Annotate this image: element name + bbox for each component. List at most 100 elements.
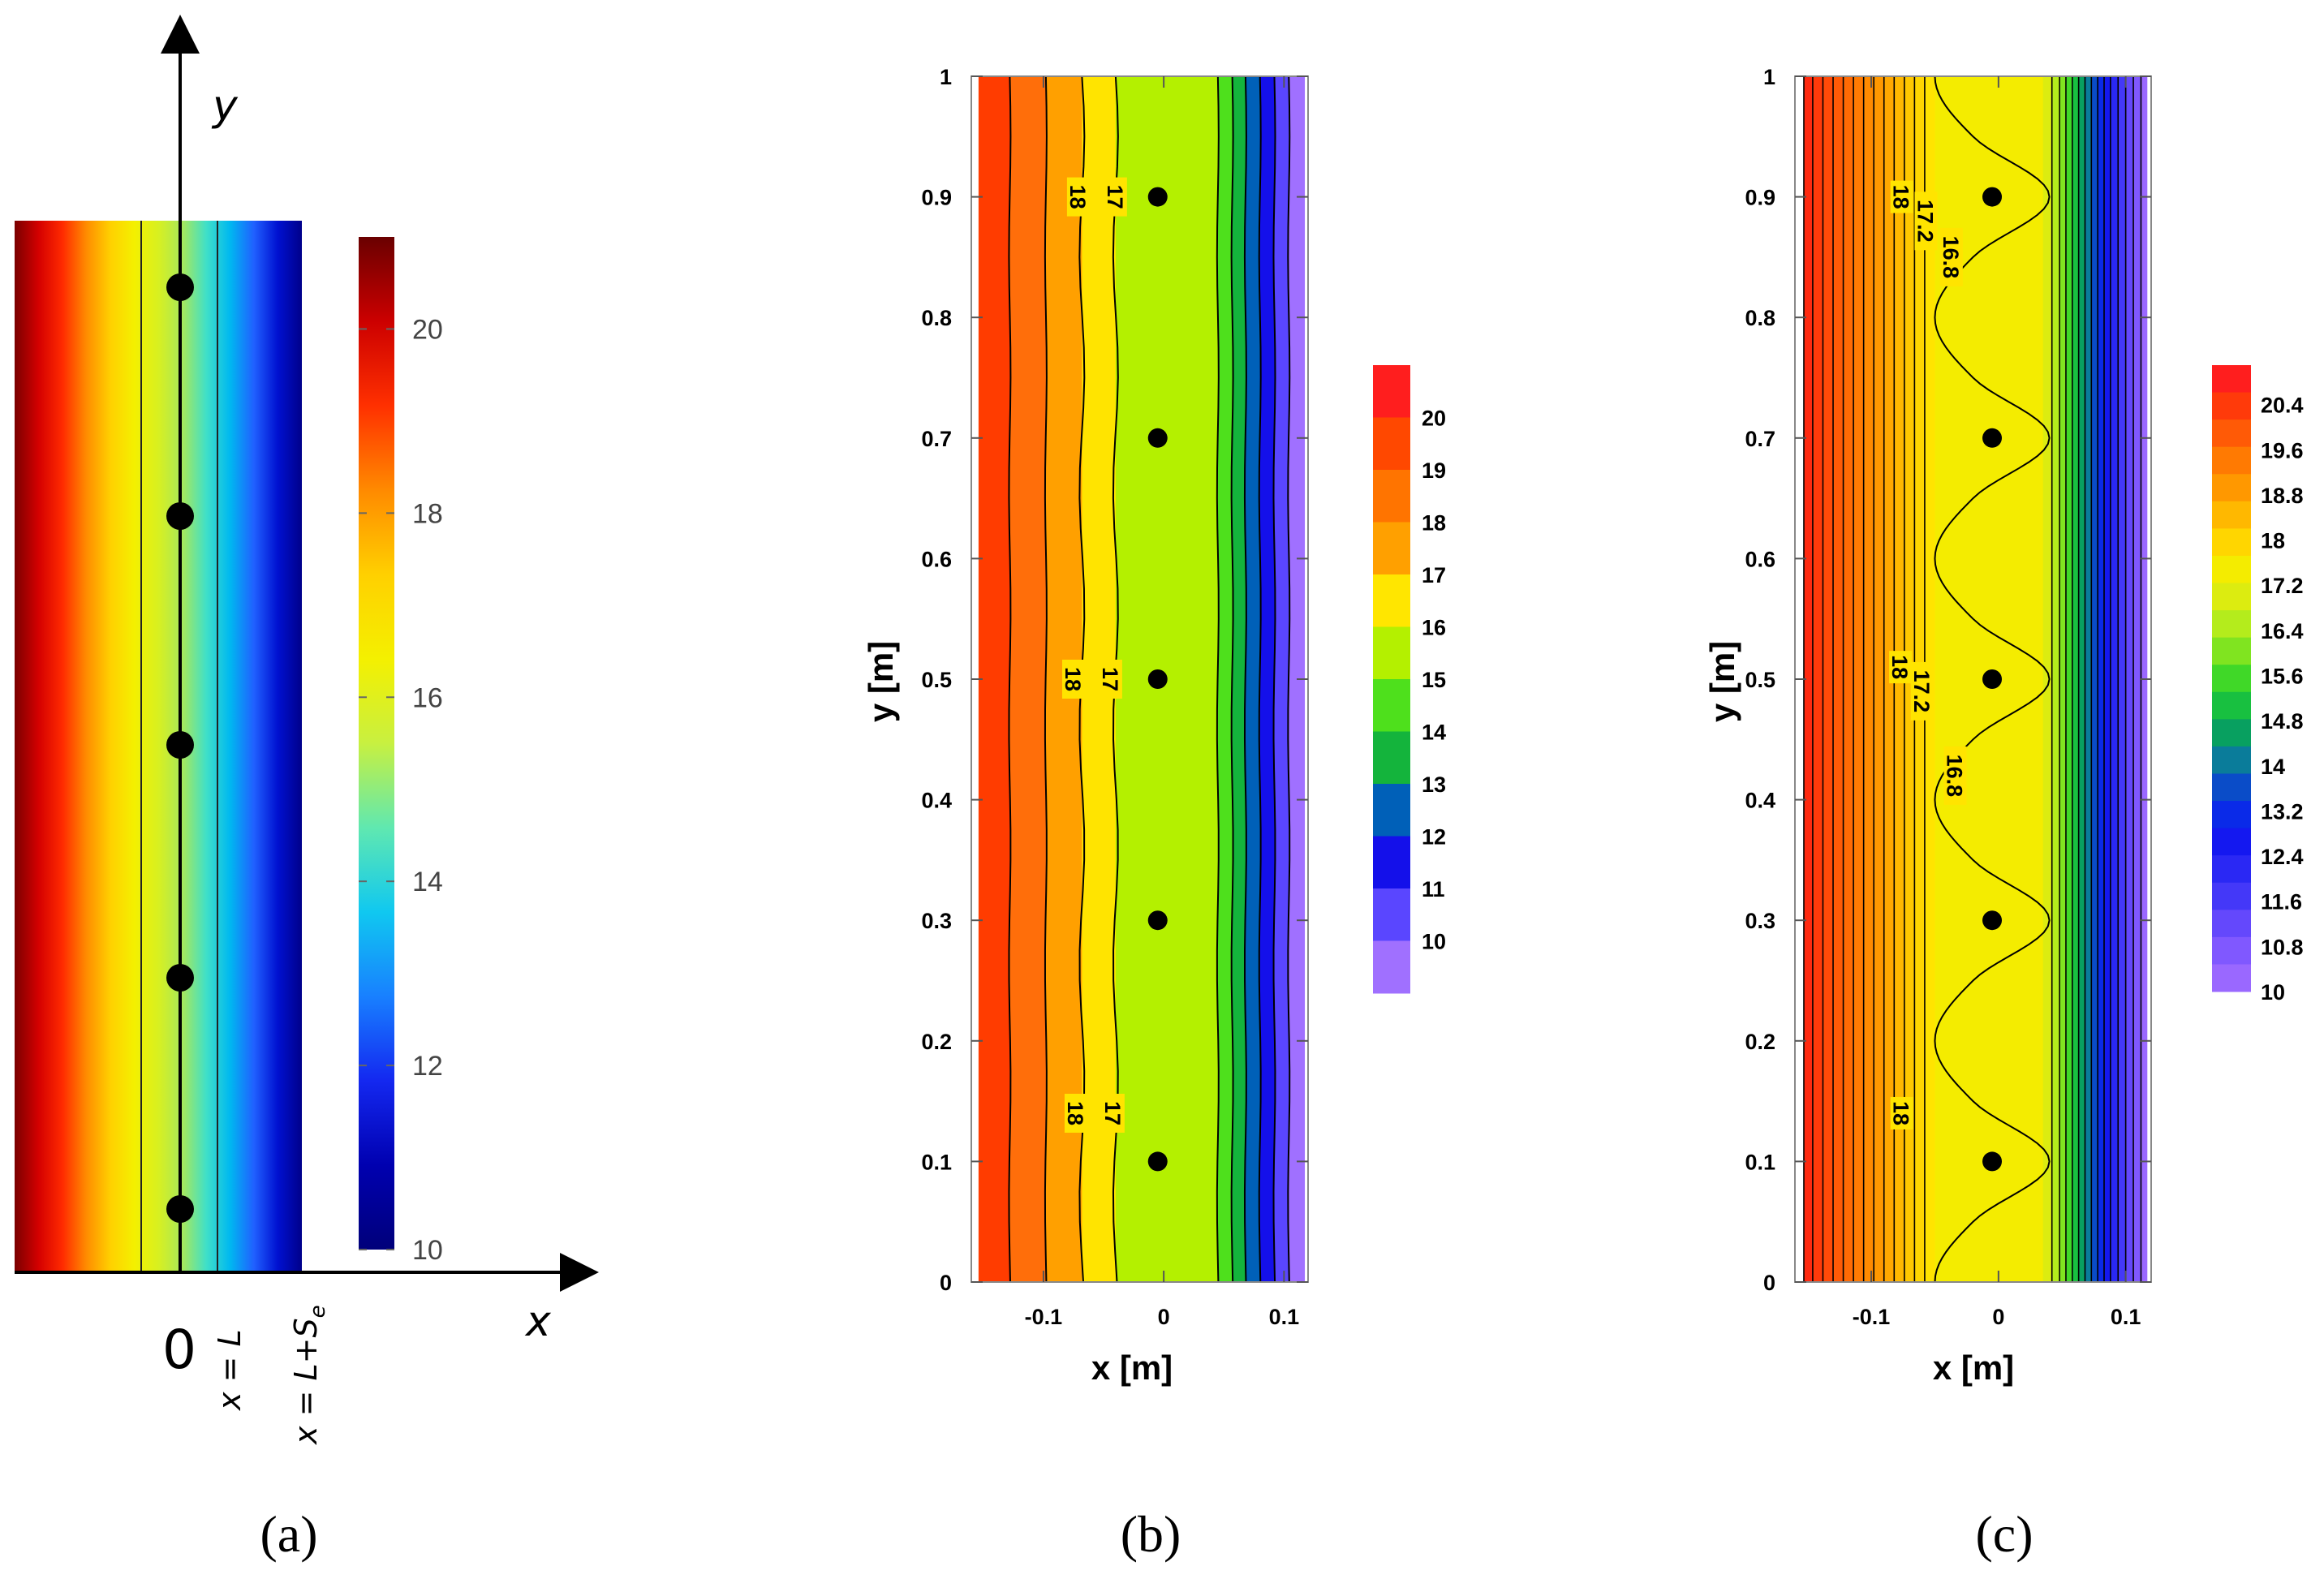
panel-a-colorbar-tick-label: 18	[412, 498, 443, 529]
panel-c-colorbar-swatch	[2212, 610, 2251, 639]
panel-c-colorbar-swatch	[2212, 474, 2251, 502]
panel-b-band-8	[1232, 76, 1246, 1282]
panel-b-x-tick-label: 0	[1158, 1305, 1170, 1329]
panel-a-point-3	[166, 731, 194, 759]
panel-c-band-19	[2065, 76, 2073, 1282]
panel-a-point-5	[166, 273, 194, 301]
panel-a-colorbar-tick-label: 16	[412, 682, 443, 713]
panel-b-contour-line-10	[1287, 75, 1291, 1283]
panel-c-colorbar-label: 18	[2261, 529, 2285, 553]
panel-c-contour-label: 17.2	[1913, 200, 1937, 243]
panel-c-colorbar-swatch	[2212, 528, 2251, 557]
panel-c-colorbar-swatch	[2212, 555, 2251, 584]
panel-b-y-tick-label: 1	[940, 65, 952, 89]
panel-c-colorbar-swatch	[2212, 964, 2251, 992]
panel-c-colorbar-label: 14.8	[2261, 709, 2304, 734]
panel-a-colorbar-ticks: 20 18 16 14 12 10	[359, 314, 443, 1266]
panel-b-colorbar-label: 16	[1422, 616, 1446, 640]
panel-c-y-tick-label: 1	[1763, 65, 1775, 89]
panel-a-caption: (a)	[260, 1505, 317, 1563]
panel-a-colorbar-tick-label: 14	[412, 867, 443, 897]
panel-a-colorbar	[359, 237, 394, 1250]
panel-b-contour-label-bg	[1101, 1093, 1125, 1133]
panel-c-band-8	[1863, 76, 1874, 1282]
panel-c-x-tick-label: -0.1	[1853, 1305, 1891, 1329]
panel-b-colorbar-label: 18	[1422, 511, 1446, 536]
panel-a-colorbar-tick-label: 20	[412, 314, 443, 345]
panel-b-colorbar-swatch-14	[1373, 731, 1410, 785]
panel-c-colorbar-swatch	[2212, 446, 2251, 475]
panel-a-origin-label: 0	[162, 1319, 196, 1381]
panel-b-colorbar-swatch-16	[1373, 626, 1410, 680]
panel-c-y-tick-label: 0.6	[1745, 547, 1775, 571]
panel-b-band-9	[1245, 76, 1261, 1282]
panel-c-colorbar-label: 10.8	[2261, 935, 2304, 959]
panel-b-y-tick-label: 0.8	[921, 306, 952, 330]
panel-b-contour-line-8	[1258, 75, 1262, 1283]
panel-c-contour-label: 16.8	[1943, 755, 1967, 798]
panel-c-contour-label: 17.2	[1909, 670, 1934, 713]
panel-b-colorbar-swatch-20	[1373, 417, 1410, 471]
panel-c-band-26	[2110, 76, 2119, 1282]
panel-c-band-25	[2103, 76, 2111, 1282]
panel-a-field	[15, 221, 302, 1272]
panel-c-y-tick-label: 0.3	[1745, 909, 1775, 933]
panel-c-colorbar-label: 15.6	[2261, 665, 2304, 689]
panel-c-colorbar-label: 17.2	[2261, 574, 2304, 598]
panel-c-colorbar-label: 13.2	[2261, 799, 2304, 824]
panel-c-contour-label-bg	[1910, 661, 1934, 721]
panel-c-band-27	[2118, 76, 2127, 1282]
panel-c-contour-label: 18	[1889, 185, 1913, 209]
panel-c-y-tick-label: 0.8	[1745, 306, 1775, 330]
panel-b-point-5	[1147, 187, 1168, 207]
panel-c-point-2	[1982, 910, 2003, 931]
panel-b-y-tick-label: 0.5	[921, 668, 952, 692]
panel-b-contour-line-6	[1230, 75, 1234, 1283]
panel-c-band-9	[1874, 76, 1885, 1282]
panel-c-y-ticks: 0 0.1 0.2 0.3 0.4 0.5 0.6 0.7 0.8 0.9 1	[1745, 65, 2151, 1295]
panel-c-colorbar-swatch	[2212, 583, 2251, 611]
panel-b-contour-label-bg	[1104, 177, 1127, 217]
panel-b-contour-label: 18	[1065, 185, 1090, 209]
panel-a-label-x-eq-L: x = L	[212, 1329, 247, 1411]
panel-a-colorbar-tick-label: 10	[412, 1235, 443, 1266]
panel-c-y-tick-label: 0.2	[1745, 1030, 1775, 1054]
panel-c-colorbar-label: 19.6	[2261, 438, 2304, 463]
panel-c-point-1	[1982, 1151, 2003, 1172]
panel-b-point-4	[1147, 428, 1168, 448]
panel-b-colorbar-label: 12	[1422, 825, 1446, 850]
panel-c-y-tick-label: 0.1	[1745, 1150, 1775, 1174]
panel-b-colorbar-swatch-10	[1373, 940, 1410, 994]
panel-c-band-6	[1843, 76, 1854, 1282]
panel-b-band-10	[1259, 76, 1275, 1282]
panel-b-contour-label: 17	[1100, 1101, 1125, 1125]
panel-c-y-tick-label: 0.9	[1745, 186, 1775, 210]
panel-c-colorbar-label: 20.4	[2261, 394, 2304, 418]
panel-c-colorbar-label: 11.6	[2261, 890, 2302, 914]
panel-c-colorbar-swatch	[2212, 855, 2251, 884]
panel-b-colorbar-swatch-21	[1373, 365, 1410, 418]
panel-c-colorbar-swatch	[2212, 419, 2251, 448]
panel-c-colorbar-swatch	[2212, 365, 2251, 394]
panel-b-colorbar-label: 14	[1422, 721, 1446, 745]
panel-a-point-2	[166, 964, 194, 992]
panel-b-contour-label: 17	[1098, 667, 1122, 691]
panel-b-colorbar-swatch-19	[1373, 470, 1410, 523]
panel-b-y-tick-label: 0.4	[921, 789, 952, 813]
panel-b-y-label: y [m]	[862, 641, 900, 722]
panel-c-colorbar-swatch	[2212, 501, 2251, 529]
panel-b-colorbar-swatch-17	[1373, 574, 1410, 627]
panel-b-colorbar-label: 17	[1422, 563, 1446, 587]
panel-c-contour-label-bg	[1939, 227, 1963, 286]
panel-b-contour-label-bg	[1099, 660, 1122, 699]
panel-b-colorbar-label: 19	[1422, 458, 1446, 483]
panel-b-y-tick-label: 0.9	[921, 186, 952, 210]
panel-c-colorbar-swatch	[2212, 719, 2251, 747]
panel-c-colorbar-label: 12.4	[2261, 845, 2304, 869]
panel-a-point-1	[166, 1195, 194, 1223]
panel-b-colorbar-label: 15	[1422, 668, 1446, 692]
panel-b-point-1	[1147, 1151, 1168, 1172]
